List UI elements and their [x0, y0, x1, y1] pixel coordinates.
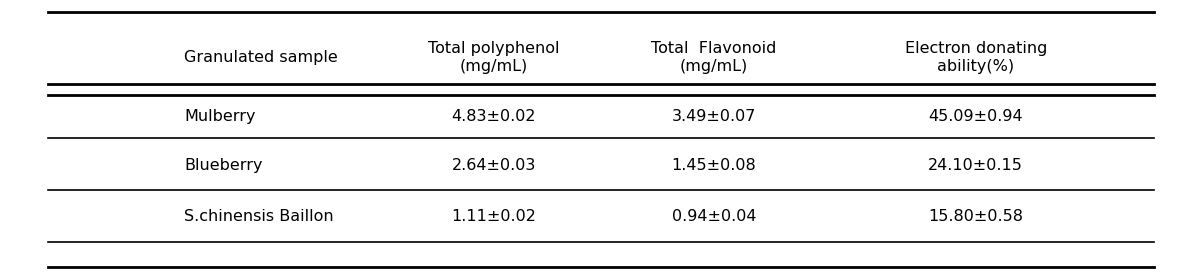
Text: 45.09±0.94: 45.09±0.94	[928, 109, 1023, 124]
Text: 2.64±0.03: 2.64±0.03	[452, 158, 536, 173]
Text: 15.80±0.58: 15.80±0.58	[928, 209, 1023, 224]
Text: 1.11±0.02: 1.11±0.02	[451, 209, 537, 224]
Text: Total  Flavonoid
(mg/mL): Total Flavonoid (mg/mL)	[651, 41, 777, 74]
Text: 3.49±0.07: 3.49±0.07	[672, 109, 756, 124]
Text: Granulated sample: Granulated sample	[184, 50, 338, 65]
Text: Blueberry: Blueberry	[184, 158, 263, 173]
Text: Electron donating
ability(%): Electron donating ability(%)	[904, 41, 1047, 74]
Text: Total polyphenol
(mg/mL): Total polyphenol (mg/mL)	[428, 41, 559, 74]
Text: Mulberry: Mulberry	[184, 109, 256, 124]
Text: 1.45±0.08: 1.45±0.08	[671, 158, 757, 173]
Text: 24.10±0.15: 24.10±0.15	[928, 158, 1023, 173]
Text: S.chinensis Baillon: S.chinensis Baillon	[184, 209, 334, 224]
Text: 0.94±0.04: 0.94±0.04	[671, 209, 757, 224]
Text: 4.83±0.02: 4.83±0.02	[451, 109, 537, 124]
